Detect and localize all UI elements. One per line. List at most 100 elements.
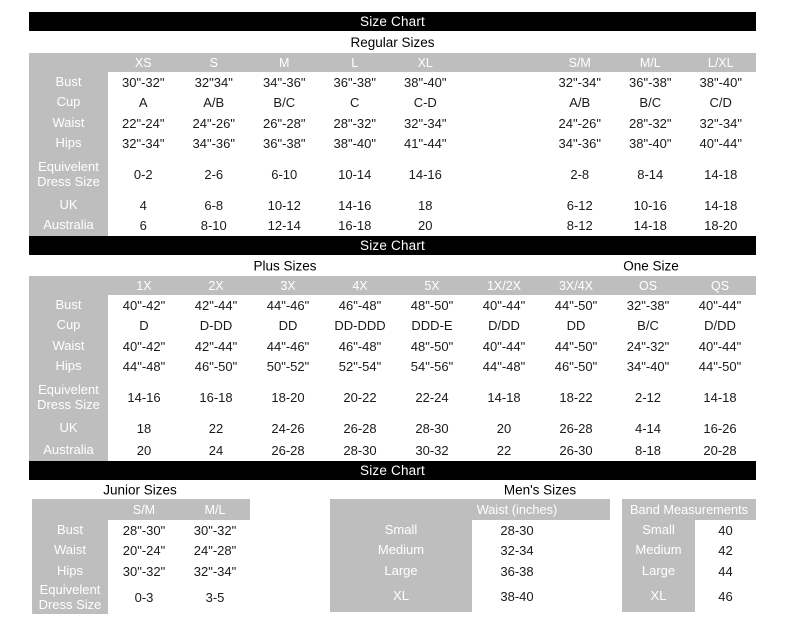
table-cell: 32"-38" [612, 295, 684, 316]
table-cell: C/D [685, 92, 756, 113]
table-cell: 2-8 [544, 154, 615, 195]
column-header: M/L [615, 53, 686, 72]
table-cell: 46"-50" [180, 356, 252, 377]
table-cell: 22"-24" [108, 113, 179, 134]
table-cell: 26"-28" [249, 113, 320, 134]
column-header: 4X [324, 276, 396, 295]
table-cell [460, 195, 545, 216]
table-cell: 20"-24" [108, 540, 180, 561]
column-header: S [178, 53, 249, 72]
table-cell: DD-DDD [324, 315, 396, 336]
table-cell: 14-18 [685, 154, 756, 195]
table-cell: 44"-46" [252, 336, 324, 357]
table-cell: 28"-30" [108, 520, 180, 541]
table-cell [460, 113, 545, 134]
table-cell: 36"-38" [319, 72, 390, 93]
row-label: Equivelent Dress Size [29, 377, 108, 418]
table-cell: 34"-36" [178, 133, 249, 154]
table-cell: 14-16 [390, 154, 461, 195]
table-cell: 40"-44" [684, 295, 756, 316]
row-label: Medium [330, 540, 472, 561]
table-cell: 34"-36" [249, 72, 320, 93]
table-cell: C-D [390, 92, 461, 113]
column-header: XL [390, 53, 461, 72]
column-header: XS [108, 53, 179, 72]
table-cell: 26-30 [540, 439, 612, 461]
table-cell: 38"-40" [319, 133, 390, 154]
table-cell: 38"-40" [390, 72, 461, 93]
mens-waist-table-body: Small 28-30 Medium 32-34 Large 36-38 XL 38-40 [330, 520, 610, 612]
table-cell: 52"-54" [324, 356, 396, 377]
table-cell: 4 [108, 195, 179, 216]
table-cell: 20 [468, 418, 540, 440]
one-size-title: One Size [623, 258, 679, 273]
section-header-bar-plus-title: Size Chart [359, 238, 426, 253]
table-cell: 6 [108, 215, 179, 236]
table-cell: 40"-44" [468, 295, 540, 316]
table-cell: DD [540, 315, 612, 336]
table-cell: 28-30 [324, 439, 396, 461]
row-label: UK [29, 418, 108, 440]
column-header: M/L [180, 499, 250, 520]
row-label: Australia [29, 439, 108, 461]
table-cell: 38-40 [472, 581, 562, 612]
plus-sizes-title: Plus Sizes [253, 258, 317, 273]
regular-sizes-table: XS S M L XL S/M M/L L/XL Bust 30"-32" 32"34" 34"-36… [29, 53, 756, 236]
table-cell: 44"-50" [540, 295, 612, 316]
table-cell: 41"-44" [390, 133, 461, 154]
row-label: Waist [32, 540, 108, 561]
column-header: M [249, 53, 320, 72]
table-cell: 32"-34" [108, 133, 179, 154]
table-cell: 24-26 [252, 418, 324, 440]
table-cell: 26-28 [252, 439, 324, 461]
table-cell: 36-38 [472, 561, 562, 582]
row-label: Small [330, 520, 472, 541]
row-label: Bust [29, 295, 108, 316]
table-cell: 44"-46" [252, 295, 324, 316]
table-cell: 32"-34" [544, 72, 615, 93]
table-cell: 28"-32" [319, 113, 390, 134]
table-cell: 26-28 [324, 418, 396, 440]
table-cell: 24 [180, 439, 252, 461]
table-cell: 0-3 [108, 581, 180, 614]
row-label: Small [622, 520, 695, 541]
table-cell: 2-6 [178, 154, 249, 195]
table-cell: 22 [468, 439, 540, 461]
column-header: L [319, 53, 390, 72]
bottom-tables: S/M M/L Bust 28"-30" 30"-32" Waist 20"-24" 24"-… [29, 499, 756, 615]
mens-waist-header-label: Waist (inches) [476, 502, 558, 517]
regular-sizes-title: Regular Sizes [350, 34, 435, 50]
column-header: 5X [396, 276, 468, 295]
section-header-bar-bottom-title: Size Chart [359, 463, 426, 478]
table-cell: 36"-38" [615, 72, 686, 93]
plus-one-size-titles: Plus Sizes One Size [29, 255, 756, 276]
table-cell: 44"-50" [540, 336, 612, 357]
table-cell: 46"-48" [324, 295, 396, 316]
table-cell: 48"-50" [396, 295, 468, 316]
table-cell: 44"-50" [684, 356, 756, 377]
table-cell: 20-22 [324, 377, 396, 418]
table-cell: 10-12 [249, 195, 320, 216]
table-cell: 4-14 [612, 418, 684, 440]
table-cell [460, 154, 545, 195]
table-cell: 6-12 [544, 195, 615, 216]
column-header: QS [684, 276, 756, 295]
table-cell: 34"-40" [612, 356, 684, 377]
mens-sizes-title: Men's Sizes [503, 482, 577, 497]
table-cell: 40"-42" [108, 336, 180, 357]
size-chart-content: Size Chart Regular Sizes XS S M L XL S/M M/L L/… [29, 12, 756, 615]
table-cell: 8-18 [612, 439, 684, 461]
table-cell: 40"-42" [108, 295, 180, 316]
table-cell: 30"-32" [180, 520, 250, 541]
mens-band-table-header: Band Measurements [622, 499, 756, 520]
table-cell: 10-16 [615, 195, 686, 216]
table-cell: 14-18 [684, 377, 756, 418]
row-label: Large [622, 561, 695, 582]
table-cell: 50"-52" [252, 356, 324, 377]
column-header: 2X [180, 276, 252, 295]
row-label: UK [29, 195, 108, 216]
table-cell: 34"-36" [544, 133, 615, 154]
table-cell: 28"-32" [615, 113, 686, 134]
table-cell: 32"34" [178, 72, 249, 93]
table-cell: B/C [615, 92, 686, 113]
